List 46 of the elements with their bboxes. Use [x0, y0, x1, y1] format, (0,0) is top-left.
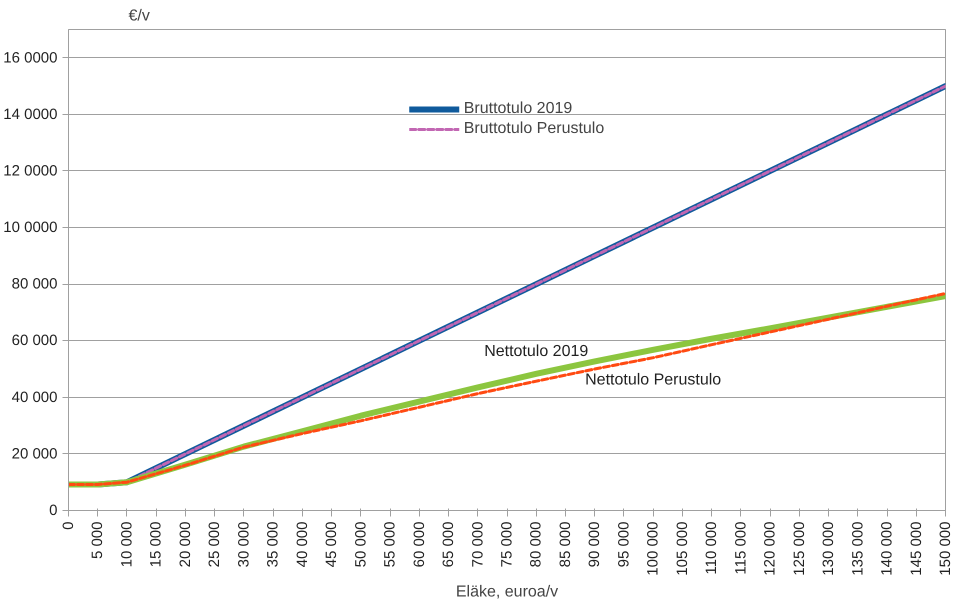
x-tick-label: 130 000 [820, 521, 838, 576]
x-tick-label: 110 000 [703, 522, 720, 575]
x-tick-label: 125 000 [790, 521, 808, 576]
y-tick-label: 40 000 [12, 388, 58, 406]
x-tick-label: 50 000 [352, 521, 370, 568]
x-tick-label: 140 000 [878, 521, 896, 576]
x-tick-label: 95 000 [615, 521, 632, 568]
x-tick-label: 105 000 [674, 521, 691, 576]
x-tick-label: 60 000 [410, 521, 428, 568]
y-tick-label: 14 0000 [3, 106, 58, 123]
x-tick-label: 115 000 [732, 522, 750, 575]
x-axis-title: Eläke, euroa/v [456, 584, 558, 601]
x-tick-label: 45 000 [323, 521, 340, 568]
x-tick-label: 120 000 [762, 521, 779, 576]
y-tick-label: 0 [49, 502, 58, 519]
y-axis-title: €/v [128, 8, 150, 24]
x-tick-label: 25 000 [206, 521, 224, 568]
x-tick-label: 35 000 [264, 521, 282, 568]
x-tick-label: 15 000 [148, 521, 165, 568]
x-tick-label: 135 000 [849, 521, 866, 576]
y-tick-label: 80 000 [12, 276, 58, 293]
legend-label: Bruttotulo Perustulo [464, 120, 604, 138]
y-tick-label: 16 0000 [3, 49, 58, 66]
y-tick-label: 20 000 [12, 445, 58, 462]
legend-label: Bruttotulo 2019 [464, 100, 572, 118]
x-tick-label: 20 000 [176, 521, 194, 568]
y-tick-label: 12 0000 [3, 162, 58, 180]
x-tick-label: 85 000 [556, 521, 574, 568]
x-tick-label: 5 000 [89, 521, 106, 560]
x-tick-label: 75 000 [498, 521, 516, 568]
annotation: Nettotulo 2019 [484, 342, 588, 360]
x-tick-label: 80 000 [528, 521, 545, 568]
x-tick-label: 90 000 [586, 521, 604, 568]
annotation: Nettotulo Perustulo [585, 372, 722, 389]
x-tick-label: 65 000 [440, 521, 458, 568]
y-tick-label: 10 0000 [3, 219, 58, 236]
x-tick-label: 100 000 [644, 521, 662, 576]
x-tick-label: 70 000 [469, 521, 486, 568]
x-tick-label: 145 000 [908, 521, 925, 576]
x-tick-label: 30 000 [235, 521, 252, 568]
x-tick-label: 0 [60, 522, 77, 530]
y-tick-label: 60 000 [12, 332, 58, 350]
x-tick-label: 40 000 [294, 521, 311, 568]
x-tick-label: 150 000 [937, 521, 954, 576]
x-tick-label: 55 000 [382, 521, 399, 568]
x-tick-label: 10 000 [118, 521, 136, 568]
